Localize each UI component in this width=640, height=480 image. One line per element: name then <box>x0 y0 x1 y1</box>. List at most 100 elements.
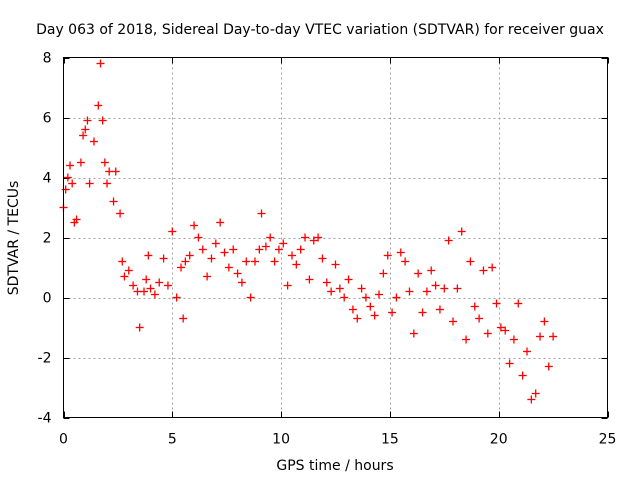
data-point <box>140 287 149 296</box>
data-point <box>540 317 549 326</box>
data-point <box>318 254 327 263</box>
data-point <box>216 218 225 227</box>
data-point <box>68 179 77 188</box>
data-point <box>405 287 414 296</box>
data-point <box>435 305 444 314</box>
data-point <box>514 299 523 308</box>
data-point <box>357 284 366 293</box>
data-point <box>457 227 466 236</box>
data-point <box>331 260 340 269</box>
y-tick-label: 8 <box>43 51 52 67</box>
y-tick-label: -2 <box>38 351 52 367</box>
data-point <box>120 272 129 281</box>
data-point <box>89 137 98 146</box>
data-point <box>98 116 107 125</box>
data-point <box>283 281 292 290</box>
data-point <box>66 161 75 170</box>
x-tick-label: 5 <box>168 432 177 448</box>
data-point <box>344 275 353 284</box>
data-points <box>59 59 558 404</box>
data-point <box>144 251 153 260</box>
data-point <box>257 209 266 218</box>
data-point <box>370 311 379 320</box>
data-point <box>279 239 288 248</box>
data-point <box>207 254 216 263</box>
data-point <box>229 245 238 254</box>
data-point <box>237 278 246 287</box>
data-point <box>496 323 505 332</box>
data-point <box>150 290 159 299</box>
data-point <box>440 284 449 293</box>
data-point <box>76 158 85 167</box>
data-point <box>466 257 475 266</box>
data-point <box>348 305 357 314</box>
data-point <box>449 317 458 326</box>
data-point <box>266 233 275 242</box>
data-point <box>185 251 194 260</box>
data-point <box>522 347 531 356</box>
data-point <box>453 284 462 293</box>
data-point <box>103 179 112 188</box>
data-point <box>274 245 283 254</box>
data-point <box>94 101 103 110</box>
data-point <box>327 287 336 296</box>
data-point <box>549 332 558 341</box>
data-point <box>301 233 310 242</box>
data-point <box>518 371 527 380</box>
data-point <box>366 302 375 311</box>
data-point <box>96 59 105 68</box>
x-tick-label: 20 <box>490 432 508 448</box>
data-point <box>388 308 397 317</box>
x-axis-label: GPS time / hours <box>276 458 393 474</box>
data-point <box>142 275 151 284</box>
data-point <box>379 269 388 278</box>
data-point <box>242 257 251 266</box>
data-point <box>409 329 418 338</box>
data-point <box>146 284 155 293</box>
data-point <box>224 263 233 272</box>
data-point <box>72 215 81 224</box>
data-point <box>314 233 323 242</box>
data-point <box>135 323 144 332</box>
data-point <box>155 278 164 287</box>
x-tick-label: 10 <box>272 432 290 448</box>
y-tick-label: 2 <box>43 231 52 247</box>
y-tick-label: 0 <box>43 291 52 307</box>
data-point <box>233 269 242 278</box>
data-point <box>383 251 392 260</box>
y-tick-label: 4 <box>43 171 52 187</box>
data-point <box>296 245 305 254</box>
data-point <box>475 314 484 323</box>
data-point <box>292 260 301 269</box>
data-point <box>501 326 510 335</box>
data-point <box>392 293 401 302</box>
data-point <box>544 362 553 371</box>
data-point <box>427 266 436 275</box>
data-point <box>85 179 94 188</box>
x-tick-label: 15 <box>381 432 399 448</box>
data-point <box>83 116 92 125</box>
plot-frame <box>63 57 608 418</box>
data-point <box>353 314 362 323</box>
data-point <box>100 158 109 167</box>
chart-title: Day 063 of 2018, Sidereal Day-to-day VTE… <box>36 22 604 38</box>
data-point <box>163 281 172 290</box>
data-point <box>505 359 514 368</box>
data-point <box>79 131 88 140</box>
data-point <box>531 389 540 398</box>
y-tick-label: 6 <box>43 111 52 127</box>
data-point <box>401 257 410 266</box>
data-point <box>335 284 344 293</box>
data-point <box>124 266 133 275</box>
data-point <box>305 275 314 284</box>
data-point <box>177 263 186 272</box>
data-point <box>111 167 120 176</box>
x-tick-labels: 0 5 10 15 20 25 <box>59 432 616 448</box>
data-point <box>479 266 488 275</box>
data-point <box>418 308 427 317</box>
data-point <box>190 221 199 230</box>
data-point <box>470 302 479 311</box>
data-point <box>361 293 370 302</box>
data-point <box>109 197 118 206</box>
